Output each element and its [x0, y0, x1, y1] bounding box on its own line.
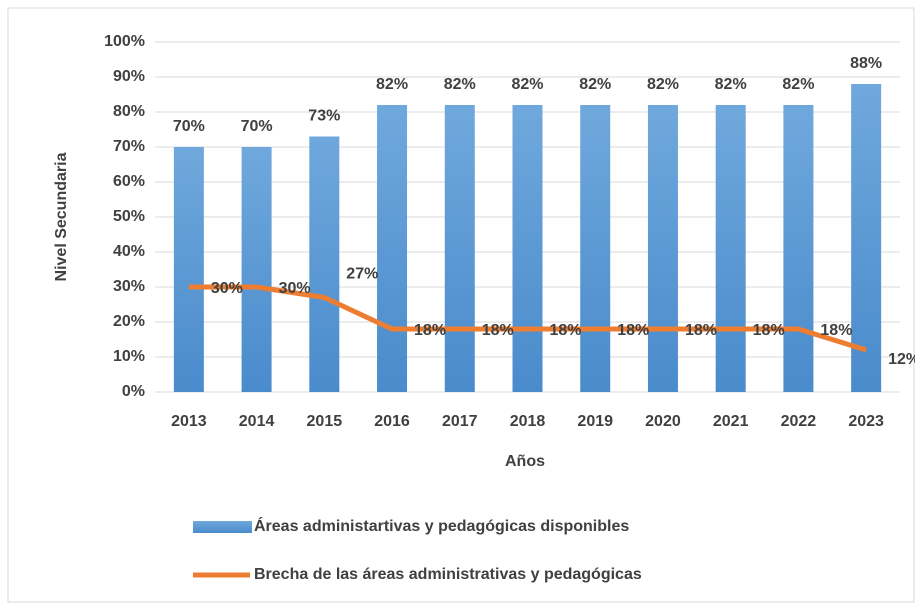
bar-label: 82%: [376, 76, 408, 93]
bar-label: 82%: [715, 76, 747, 93]
bar: [783, 105, 814, 392]
bar: [647, 105, 678, 392]
y-tick-label: 80%: [113, 103, 145, 120]
x-tick-label: 2023: [848, 413, 884, 430]
y-tick-label: 30%: [113, 278, 145, 295]
y-tick-label: 90%: [113, 68, 145, 85]
bar: [580, 105, 611, 392]
bar-label: 82%: [782, 76, 814, 93]
bar: [377, 105, 408, 392]
x-axis-label: Años: [505, 453, 545, 470]
line-label: 18%: [753, 322, 785, 339]
y-tick-label: 10%: [113, 348, 145, 365]
y-tick-label: 70%: [113, 138, 145, 155]
bar-label: 82%: [579, 76, 611, 93]
bar-label: 88%: [850, 55, 882, 72]
x-tick-label: 2020: [645, 413, 681, 430]
bar: [241, 147, 272, 392]
x-tick-label: 2016: [374, 413, 410, 430]
bar-label: 70%: [241, 118, 273, 135]
bar-label: 70%: [173, 118, 205, 135]
x-tick-label: 2022: [781, 413, 817, 430]
line-label: 12%: [888, 351, 915, 368]
line-label: 18%: [549, 322, 581, 339]
bar-label: 82%: [511, 76, 543, 93]
x-tick-label: 2014: [239, 413, 275, 430]
line-label: 18%: [820, 322, 852, 339]
line-label: 18%: [482, 322, 514, 339]
bar: [512, 105, 543, 392]
bar: [715, 105, 746, 392]
y-tick-label: 20%: [113, 313, 145, 330]
bar: [173, 147, 204, 392]
bar: [444, 105, 475, 392]
x-tick-label: 2021: [713, 413, 749, 430]
bar-label: 82%: [444, 76, 476, 93]
y-tick-label: 60%: [113, 173, 145, 190]
line-label: 30%: [211, 280, 243, 297]
x-tick-label: 2019: [577, 413, 613, 430]
line: [188, 284, 867, 353]
x-tick-label: 2018: [510, 413, 546, 430]
line-label: 18%: [685, 322, 717, 339]
line-label: 18%: [414, 322, 446, 339]
x-tick-label: 2015: [307, 413, 343, 430]
bar-label: 73%: [308, 108, 340, 125]
x-tick-label: 2013: [171, 413, 207, 430]
y-tick-label: 50%: [113, 208, 145, 225]
y-tick-label: 40%: [113, 243, 145, 260]
bar: [851, 84, 882, 392]
y-tick-label: 0%: [122, 383, 145, 400]
legend-label: Áreas administartivas y pedagógicas disp…: [254, 516, 629, 535]
y-axis-label: Nivel Secundaria: [53, 152, 70, 281]
legend-swatch: [193, 521, 252, 533]
line-label: 18%: [617, 322, 649, 339]
line-label: 30%: [279, 280, 311, 297]
bar-label: 82%: [647, 76, 679, 93]
x-tick-label: 2017: [442, 413, 478, 430]
line-label: 27%: [346, 266, 378, 283]
y-tick-label: 100%: [104, 33, 145, 50]
bar: [309, 136, 340, 392]
legend-label: Brecha de las áreas administrativas y pe…: [254, 566, 642, 583]
